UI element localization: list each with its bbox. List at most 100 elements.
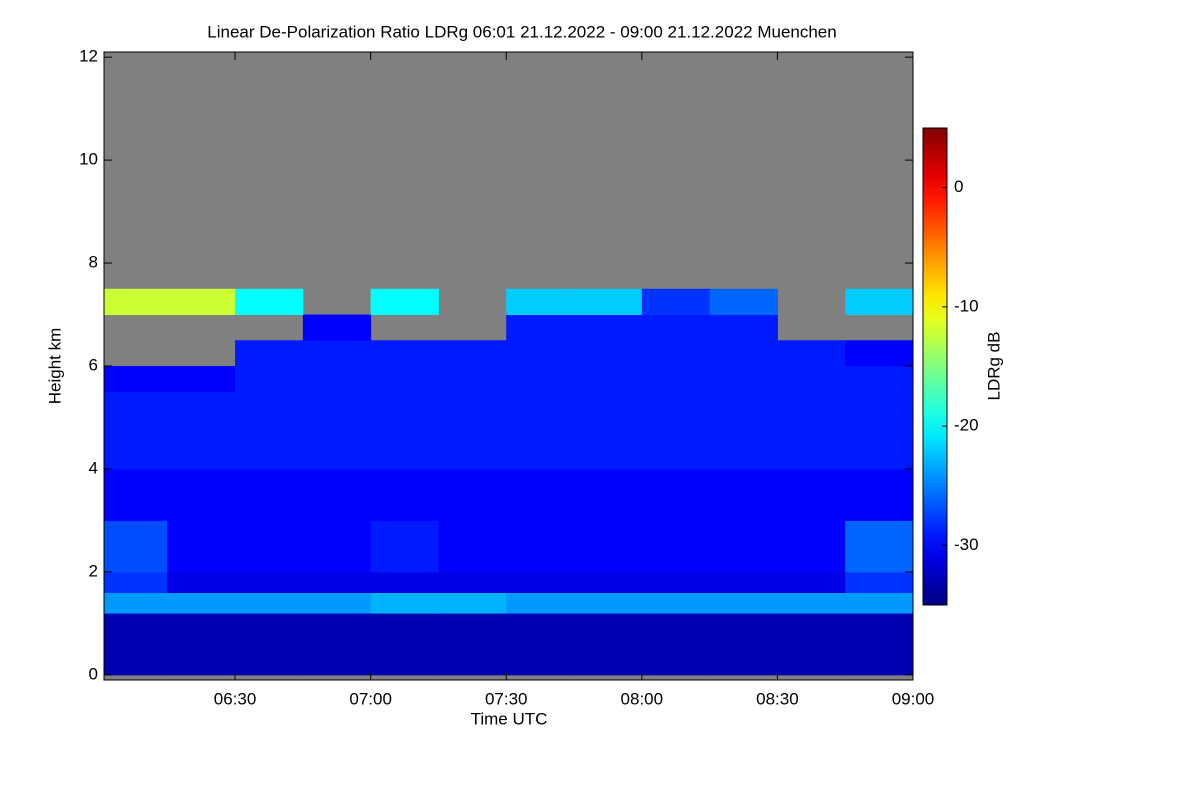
heatmap-cell	[574, 288, 643, 316]
heatmap-cell	[845, 468, 913, 521]
heatmap-cell	[506, 314, 575, 341]
y-tick-label: 4	[89, 458, 98, 477]
heatmap-cell	[709, 417, 778, 470]
heatmap-cell	[167, 391, 236, 418]
heatmap-cell	[235, 391, 304, 418]
heatmap-cell	[777, 391, 846, 418]
heatmap-cell	[104, 571, 168, 593]
y-tick-label: 0	[89, 664, 98, 683]
heatmap-cell	[235, 520, 304, 573]
heatmap-cell	[104, 520, 168, 573]
heatmap-cell	[104, 417, 168, 470]
heatmap-cell	[641, 391, 711, 418]
heatmap-cell	[235, 613, 304, 676]
heatmap-cell	[370, 288, 439, 316]
heatmap-cell	[104, 366, 168, 393]
heatmap-cell	[438, 468, 507, 521]
heatmap-cell	[302, 391, 372, 418]
heatmap-cell	[167, 417, 236, 470]
heatmap-cell	[506, 468, 575, 521]
heatmap-cell	[777, 417, 846, 470]
heatmap-cell	[845, 592, 913, 614]
heatmap-cell	[438, 520, 507, 573]
heatmap-cell	[370, 340, 439, 367]
colorbar-tick-label: -30	[954, 535, 979, 554]
heatmap-cell	[506, 288, 575, 316]
heatmap-cell	[235, 592, 304, 614]
colorbar-tick-label: 0	[954, 177, 963, 196]
heatmap-cell	[235, 288, 304, 316]
heatmap-cell	[370, 468, 439, 521]
heatmap-cell	[167, 520, 236, 573]
heatmap-cell	[438, 571, 507, 593]
heatmap-cell	[235, 417, 304, 470]
heatmap-cell	[167, 592, 236, 614]
heatmap-cell	[104, 391, 168, 418]
heatmap-cell	[777, 366, 846, 393]
heatmap-cell	[104, 288, 168, 316]
heatmap-cell	[506, 520, 575, 573]
heatmap-cell	[777, 571, 846, 593]
heatmap-cell	[167, 468, 236, 521]
y-tick-label: 2	[89, 561, 98, 580]
heatmap-cell	[370, 592, 439, 614]
heatmap-cells	[104, 288, 913, 676]
heatmap-cell	[370, 520, 439, 573]
heatmap-cell	[709, 314, 778, 341]
heatmap-cell	[845, 571, 913, 593]
heatmap-cell	[574, 571, 643, 593]
heatmap-cell	[506, 366, 575, 393]
heatmap-cell	[641, 520, 711, 573]
heatmap-cell	[235, 468, 304, 521]
heatmap-cell	[845, 520, 913, 573]
heatmap-cell	[845, 417, 913, 470]
heatmap-cell	[777, 613, 846, 676]
heatmap-cell	[506, 391, 575, 418]
y-tick-label: 8	[89, 253, 98, 272]
heatmap-cell	[506, 571, 575, 593]
x-tick-label: 06:30	[214, 689, 257, 708]
heatmap-cell	[235, 571, 304, 593]
heatmap-cell	[167, 366, 236, 393]
heatmap-cell	[302, 340, 372, 367]
x-tick-label: 08:00	[621, 689, 664, 708]
heatmap-cell	[370, 391, 439, 418]
heatmap-cell	[370, 571, 439, 593]
heatmap-cell	[709, 613, 778, 676]
heatmap-cell	[370, 366, 439, 393]
heatmap-cell	[641, 417, 711, 470]
heatmap-cell	[641, 571, 711, 593]
heatmap-cell	[438, 366, 507, 393]
heatmap-cell	[641, 613, 711, 676]
heatmap-cell	[574, 417, 643, 470]
heatmap-cell	[845, 340, 913, 367]
x-axis-label: Time UTC	[471, 709, 548, 728]
heatmap-cell	[845, 391, 913, 418]
heatmap-cell	[370, 613, 439, 676]
heatmap-cell	[104, 468, 168, 521]
x-tick-label: 09:00	[892, 689, 935, 708]
heatmap-cell	[641, 592, 711, 614]
heatmap-cell	[302, 571, 372, 593]
heatmap-cell	[777, 520, 846, 573]
x-tick-label: 07:30	[485, 689, 528, 708]
heatmap-cell	[574, 520, 643, 573]
y-axis-label: Height km	[45, 328, 64, 405]
heatmap-cell	[641, 314, 711, 341]
heatmap-cell	[574, 391, 643, 418]
heatmap-cell	[302, 613, 372, 676]
heatmap-cell	[235, 340, 304, 367]
heatmap-cell	[370, 417, 439, 470]
heatmap-cell	[641, 288, 711, 316]
heatmap-cell	[104, 613, 168, 676]
heatmap-cell	[641, 468, 711, 521]
heatmap-cell	[574, 366, 643, 393]
heatmap-cell	[777, 592, 846, 614]
heatmap-cell	[709, 468, 778, 521]
heatmap-cell	[104, 592, 168, 614]
heatmap-cell	[709, 366, 778, 393]
heatmap-cell	[302, 520, 372, 573]
y-tick-label: 10	[79, 150, 98, 169]
x-tick-label: 07:00	[349, 689, 392, 708]
heatmap-cell	[506, 417, 575, 470]
